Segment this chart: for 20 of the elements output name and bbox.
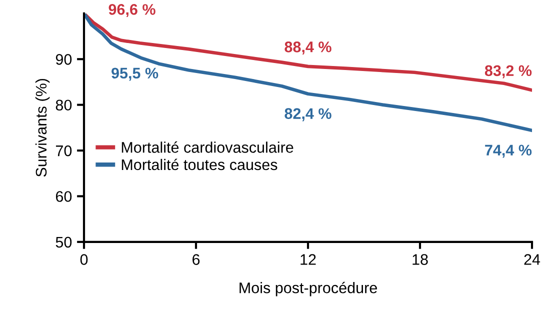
x-axis-title: Mois post-procédure [240, 282, 377, 296]
annotation: 83,2 % [484, 65, 532, 78]
annotation: 96,6 % [108, 4, 156, 18]
annotation: 82,4 % [284, 108, 332, 122]
x-tick-label: 18 [412, 254, 428, 265]
x-tick-label: 24 [524, 254, 540, 265]
y-tick-label: 80 [56, 100, 72, 111]
y-tick-label: 60 [56, 191, 72, 202]
annotation: 88,4 % [284, 42, 332, 55]
annotation: 74,4 % [485, 144, 532, 158]
x-tick-label: 0 [80, 254, 88, 265]
annotation: 95,5 % [112, 68, 158, 81]
y-tick-label: 90 [56, 54, 72, 65]
y-tick-label: 70 [56, 145, 72, 156]
x-tick-label: 12 [300, 254, 316, 265]
x-tick-label: 6 [192, 254, 200, 265]
y-tick-label: 50 [56, 236, 72, 248]
y-axis-title: Survivants (%) [35, 78, 50, 177]
legend-label: Mortalité toutes causes [122, 158, 278, 170]
legend-label: Mortalité cardiovasculaire [122, 141, 294, 153]
